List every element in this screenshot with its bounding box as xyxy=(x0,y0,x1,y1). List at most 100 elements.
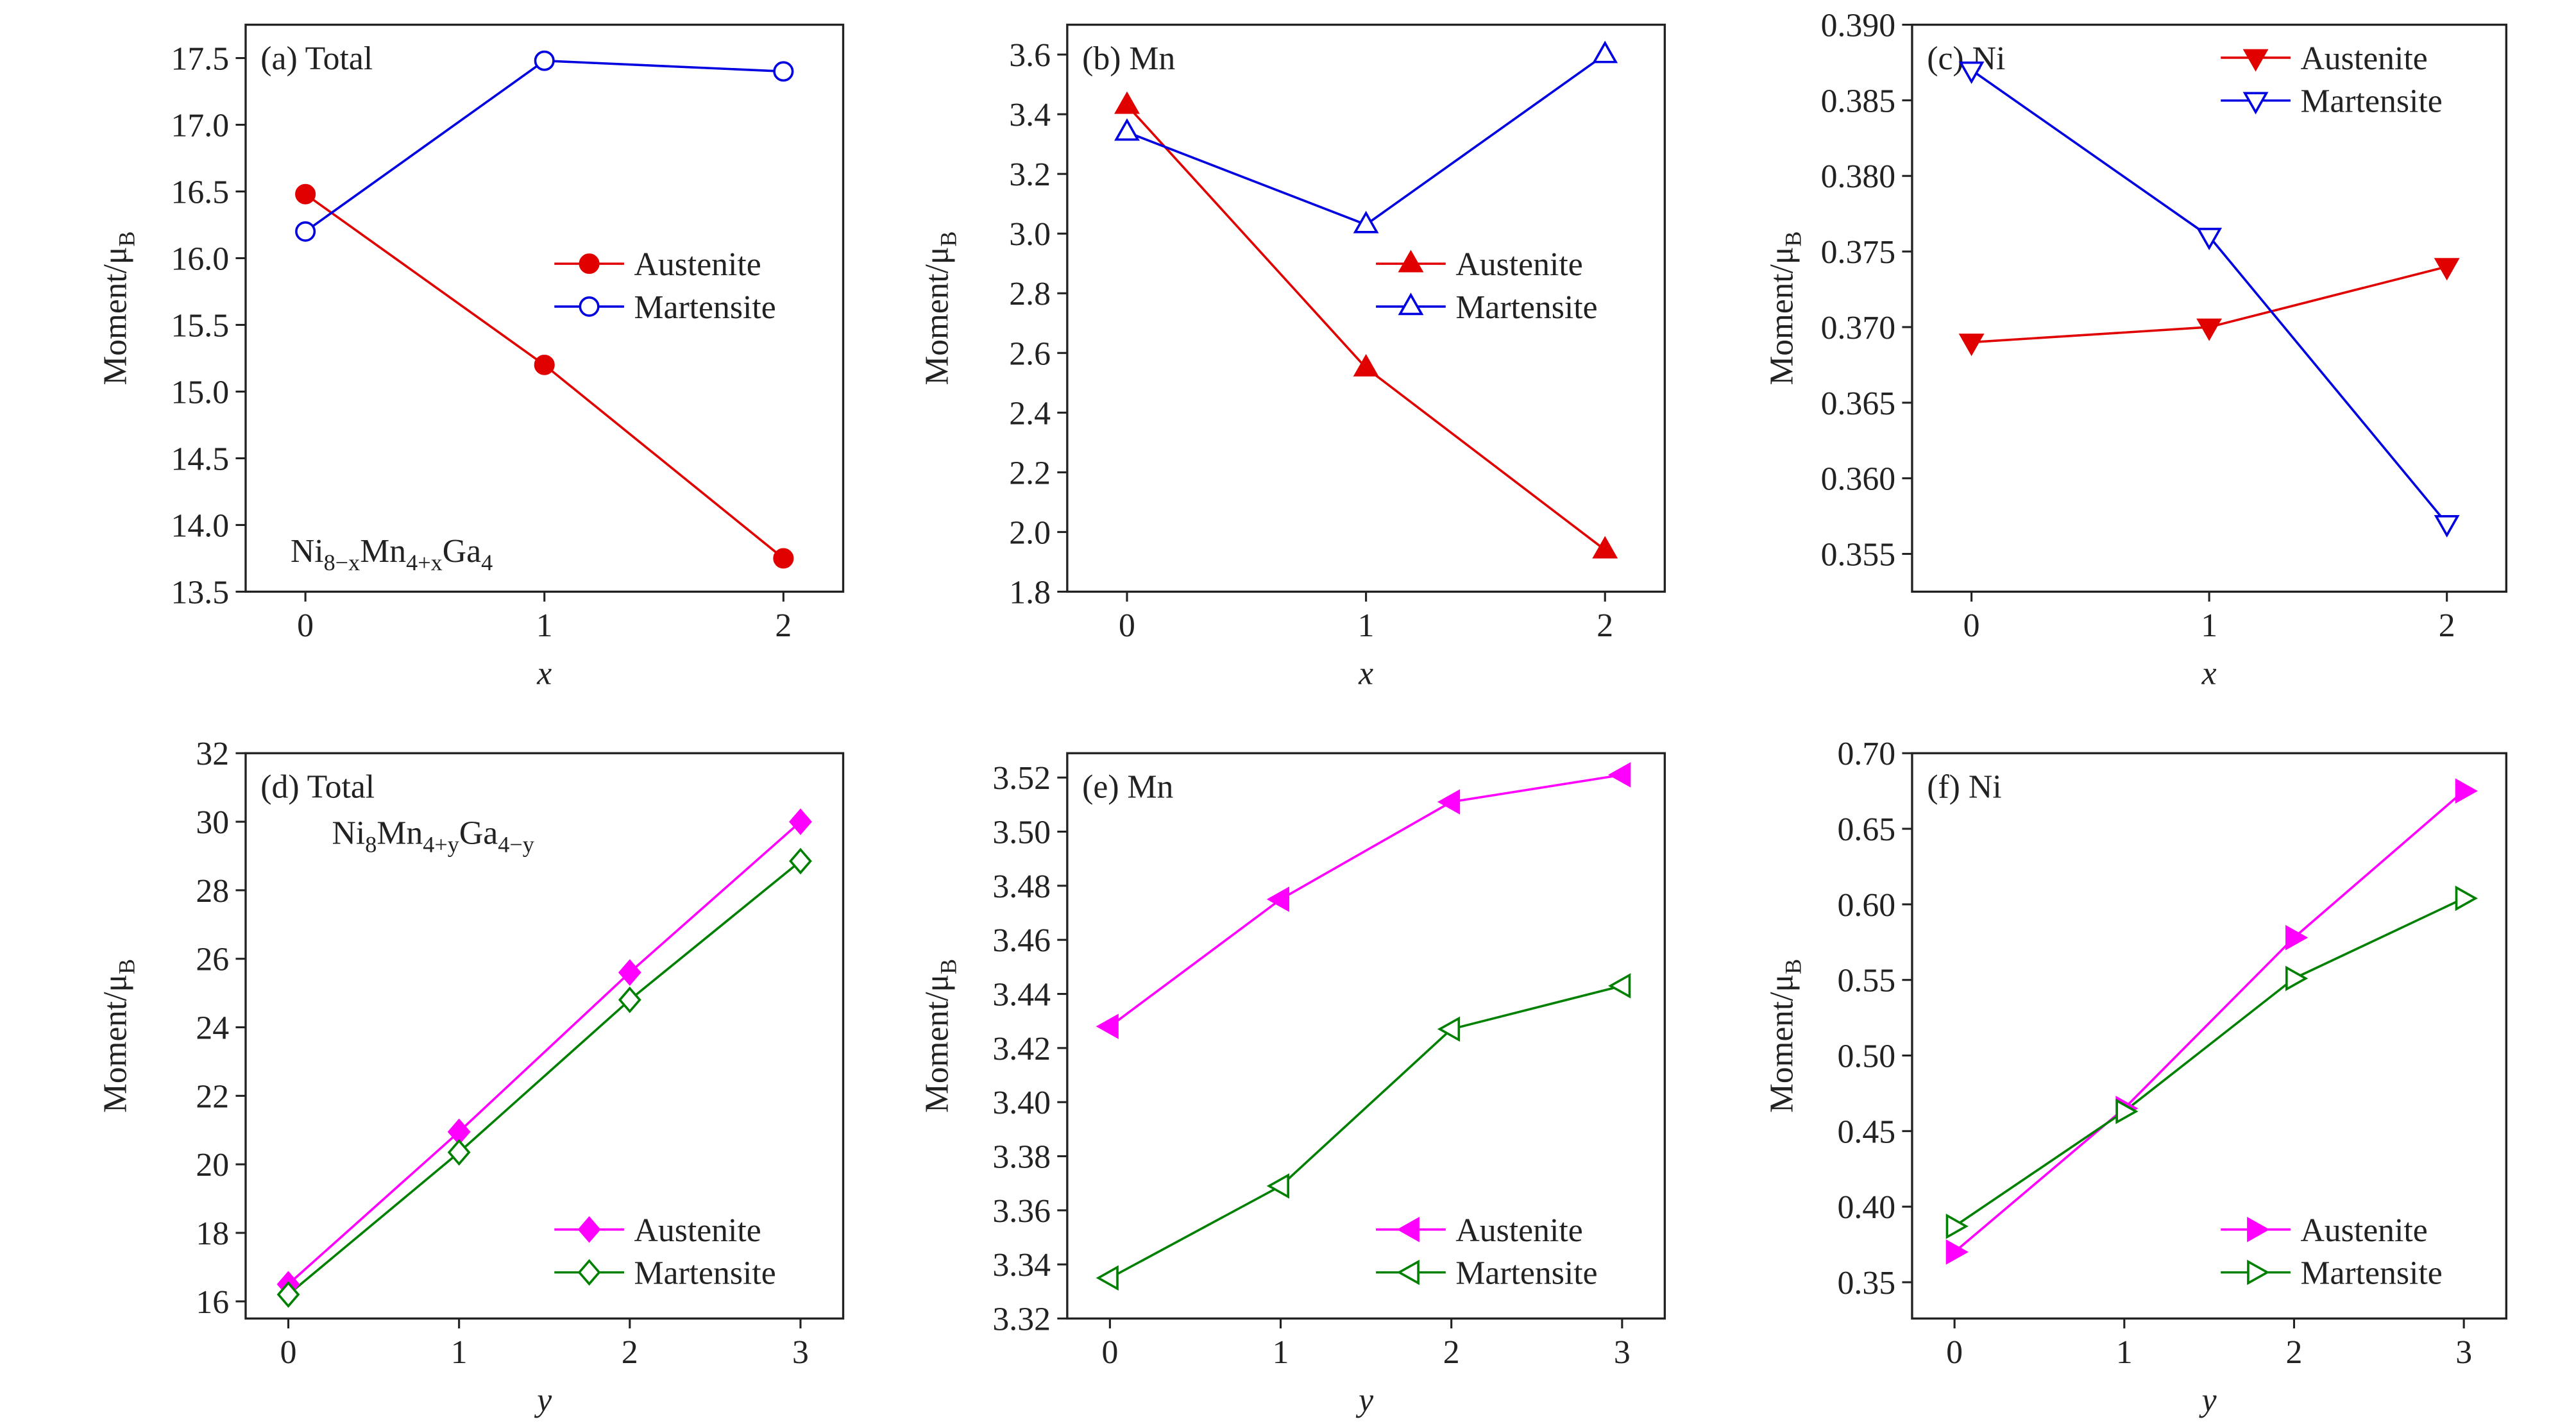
y-tick-label: 14.0 xyxy=(171,508,230,545)
chart-panel: 13.5 14.0 14.5 15.0 15.5 16.0 16.5 17.0 17.5 0 1 2 x… xyxy=(97,23,845,691)
x-tick-label: 0 xyxy=(1963,607,1980,644)
annotation-text: Mn xyxy=(360,533,406,570)
marker xyxy=(2196,228,2223,251)
marker xyxy=(1437,1016,1461,1042)
y-tick-label: 3.38 xyxy=(992,1139,1051,1176)
marker xyxy=(773,548,794,569)
annotation-sub: 4+y xyxy=(423,832,459,858)
y-tick-label: 1.8 xyxy=(1009,575,1051,611)
y-tick-label: 13.5 xyxy=(171,575,230,611)
x-tick-label: 1 xyxy=(2201,607,2217,644)
y-tick-label: 0.355 xyxy=(1821,537,1895,573)
x-axis-label: y xyxy=(534,1382,552,1419)
marker xyxy=(1945,1239,1969,1265)
marker xyxy=(295,183,316,205)
series-line xyxy=(1126,104,1606,551)
chart-panel: 0.355 0.360 0.365 0.370 0.375 0.380 0.385 0.390… xyxy=(1763,8,2508,691)
x-axis-label: x xyxy=(2201,655,2217,691)
y-tick-label: 3.6 xyxy=(1009,37,1051,74)
x-tick-label: 2 xyxy=(2286,1334,2303,1371)
y-tick-label: 2.2 xyxy=(1009,455,1051,491)
annotation-sub: 4−y xyxy=(498,832,534,858)
marker xyxy=(618,959,641,986)
x-tick-label: 3 xyxy=(792,1334,809,1371)
y-axis-label-text: Moment/μ xyxy=(1763,247,1800,386)
y-axis-label-sub: B xyxy=(114,232,139,247)
y-tick-label: 0.365 xyxy=(1821,386,1895,422)
annotation-sub: 4+x xyxy=(406,550,443,575)
marker xyxy=(618,987,641,1013)
x-axis-label: y xyxy=(2199,1382,2217,1419)
y-tick-label: 3.50 xyxy=(992,815,1051,851)
y-tick-label: 16 xyxy=(196,1284,229,1321)
y-tick-label: 3.42 xyxy=(992,1031,1051,1067)
x-tick-label: 0 xyxy=(1119,607,1135,644)
x-tick-label: 0 xyxy=(1946,1334,1963,1371)
legend-label: Martensite xyxy=(2300,1255,2442,1292)
x-tick-label: 1 xyxy=(2116,1334,2133,1371)
y-tick-label: 3.2 xyxy=(1009,157,1051,193)
marker xyxy=(1592,536,1618,559)
marker xyxy=(1958,61,1985,84)
chart-panel: 1.8 2.0 2.2 2.4 2.6 2.8 3.0 3.2 3.4 3.6 0 1 2 x Moment… xyxy=(919,23,1666,691)
chart-panel: 16 18 20 22 24 26 28 30 32 0 1 2 3 y Moment/μB (d) Tota… xyxy=(97,736,845,1419)
marker xyxy=(1437,789,1461,815)
panel-title: (e) Mn xyxy=(1082,769,1173,806)
marker xyxy=(789,808,812,835)
y-axis-label: Moment/μB xyxy=(919,232,961,386)
series-line xyxy=(1109,985,1623,1279)
chart-panel: 0.35 0.40 0.45 0.50 0.55 0.60 0.65 0.70 0 1 2 3 y Mom… xyxy=(1763,736,2508,1419)
legend-marker xyxy=(577,1216,601,1243)
legend-marker xyxy=(2242,49,2269,72)
series-line xyxy=(287,820,802,1285)
x-axis-label: y xyxy=(1355,1382,1373,1419)
y-tick-label: 15.5 xyxy=(171,308,230,344)
y-tick-label: 3.44 xyxy=(992,977,1051,1013)
legend-label: Martensite xyxy=(634,289,775,326)
y-tick-label: 17.0 xyxy=(171,108,230,144)
annotation-text: Mn xyxy=(377,815,423,852)
x-tick-label: 2 xyxy=(775,607,792,644)
legend-marker xyxy=(1398,292,1424,316)
marker xyxy=(789,847,812,875)
panel-title: (a) Total xyxy=(260,40,373,77)
legend-label: Martensite xyxy=(1455,1255,1597,1292)
marker xyxy=(773,61,794,82)
marker xyxy=(2115,1098,2139,1124)
legend-marker xyxy=(2247,1217,2270,1242)
y-tick-label: 18 xyxy=(196,1216,229,1252)
series-line xyxy=(1970,69,2448,525)
marker xyxy=(1266,1173,1289,1199)
annotation-sub: 8 xyxy=(365,832,377,858)
y-axis-label: Moment/μB xyxy=(1763,232,1806,386)
y-tick-label: 17.5 xyxy=(171,41,230,78)
annotation-text: Ga xyxy=(443,533,481,570)
y-axis-label-text: Moment/μ xyxy=(97,247,134,386)
legend-label: Austenite xyxy=(2300,40,2427,77)
marker xyxy=(447,1139,471,1166)
legend-label: Martensite xyxy=(1455,289,1597,326)
plot-frame xyxy=(244,752,845,1320)
marker xyxy=(2285,965,2309,992)
y-tick-label: 0.60 xyxy=(1838,887,1896,924)
y-tick-label: 0.70 xyxy=(1838,736,1896,772)
annotation-sub: 4 xyxy=(481,550,493,575)
legend-marker xyxy=(2242,92,2269,115)
y-tick-label: 2.8 xyxy=(1009,276,1051,312)
y-tick-label: 32 xyxy=(196,736,229,772)
y-tick-label: 0.380 xyxy=(1821,158,1895,195)
y-tick-label: 2.0 xyxy=(1009,515,1051,552)
y-tick-label: 20 xyxy=(196,1147,229,1183)
plot-frame xyxy=(1066,752,1666,1320)
legend-marker xyxy=(2247,1259,2270,1285)
y-tick-label: 0.390 xyxy=(1821,8,1895,44)
legend-marker xyxy=(1396,1217,1419,1242)
legend-label: Austenite xyxy=(1455,246,1582,283)
y-axis-label-sub: B xyxy=(1780,959,1806,974)
y-tick-label: 2.4 xyxy=(1009,395,1051,432)
y-tick-label: 0.35 xyxy=(1838,1265,1896,1301)
panel-title: (d) Total xyxy=(260,769,375,806)
marker xyxy=(276,1281,300,1308)
y-tick-label: 30 xyxy=(196,804,229,841)
